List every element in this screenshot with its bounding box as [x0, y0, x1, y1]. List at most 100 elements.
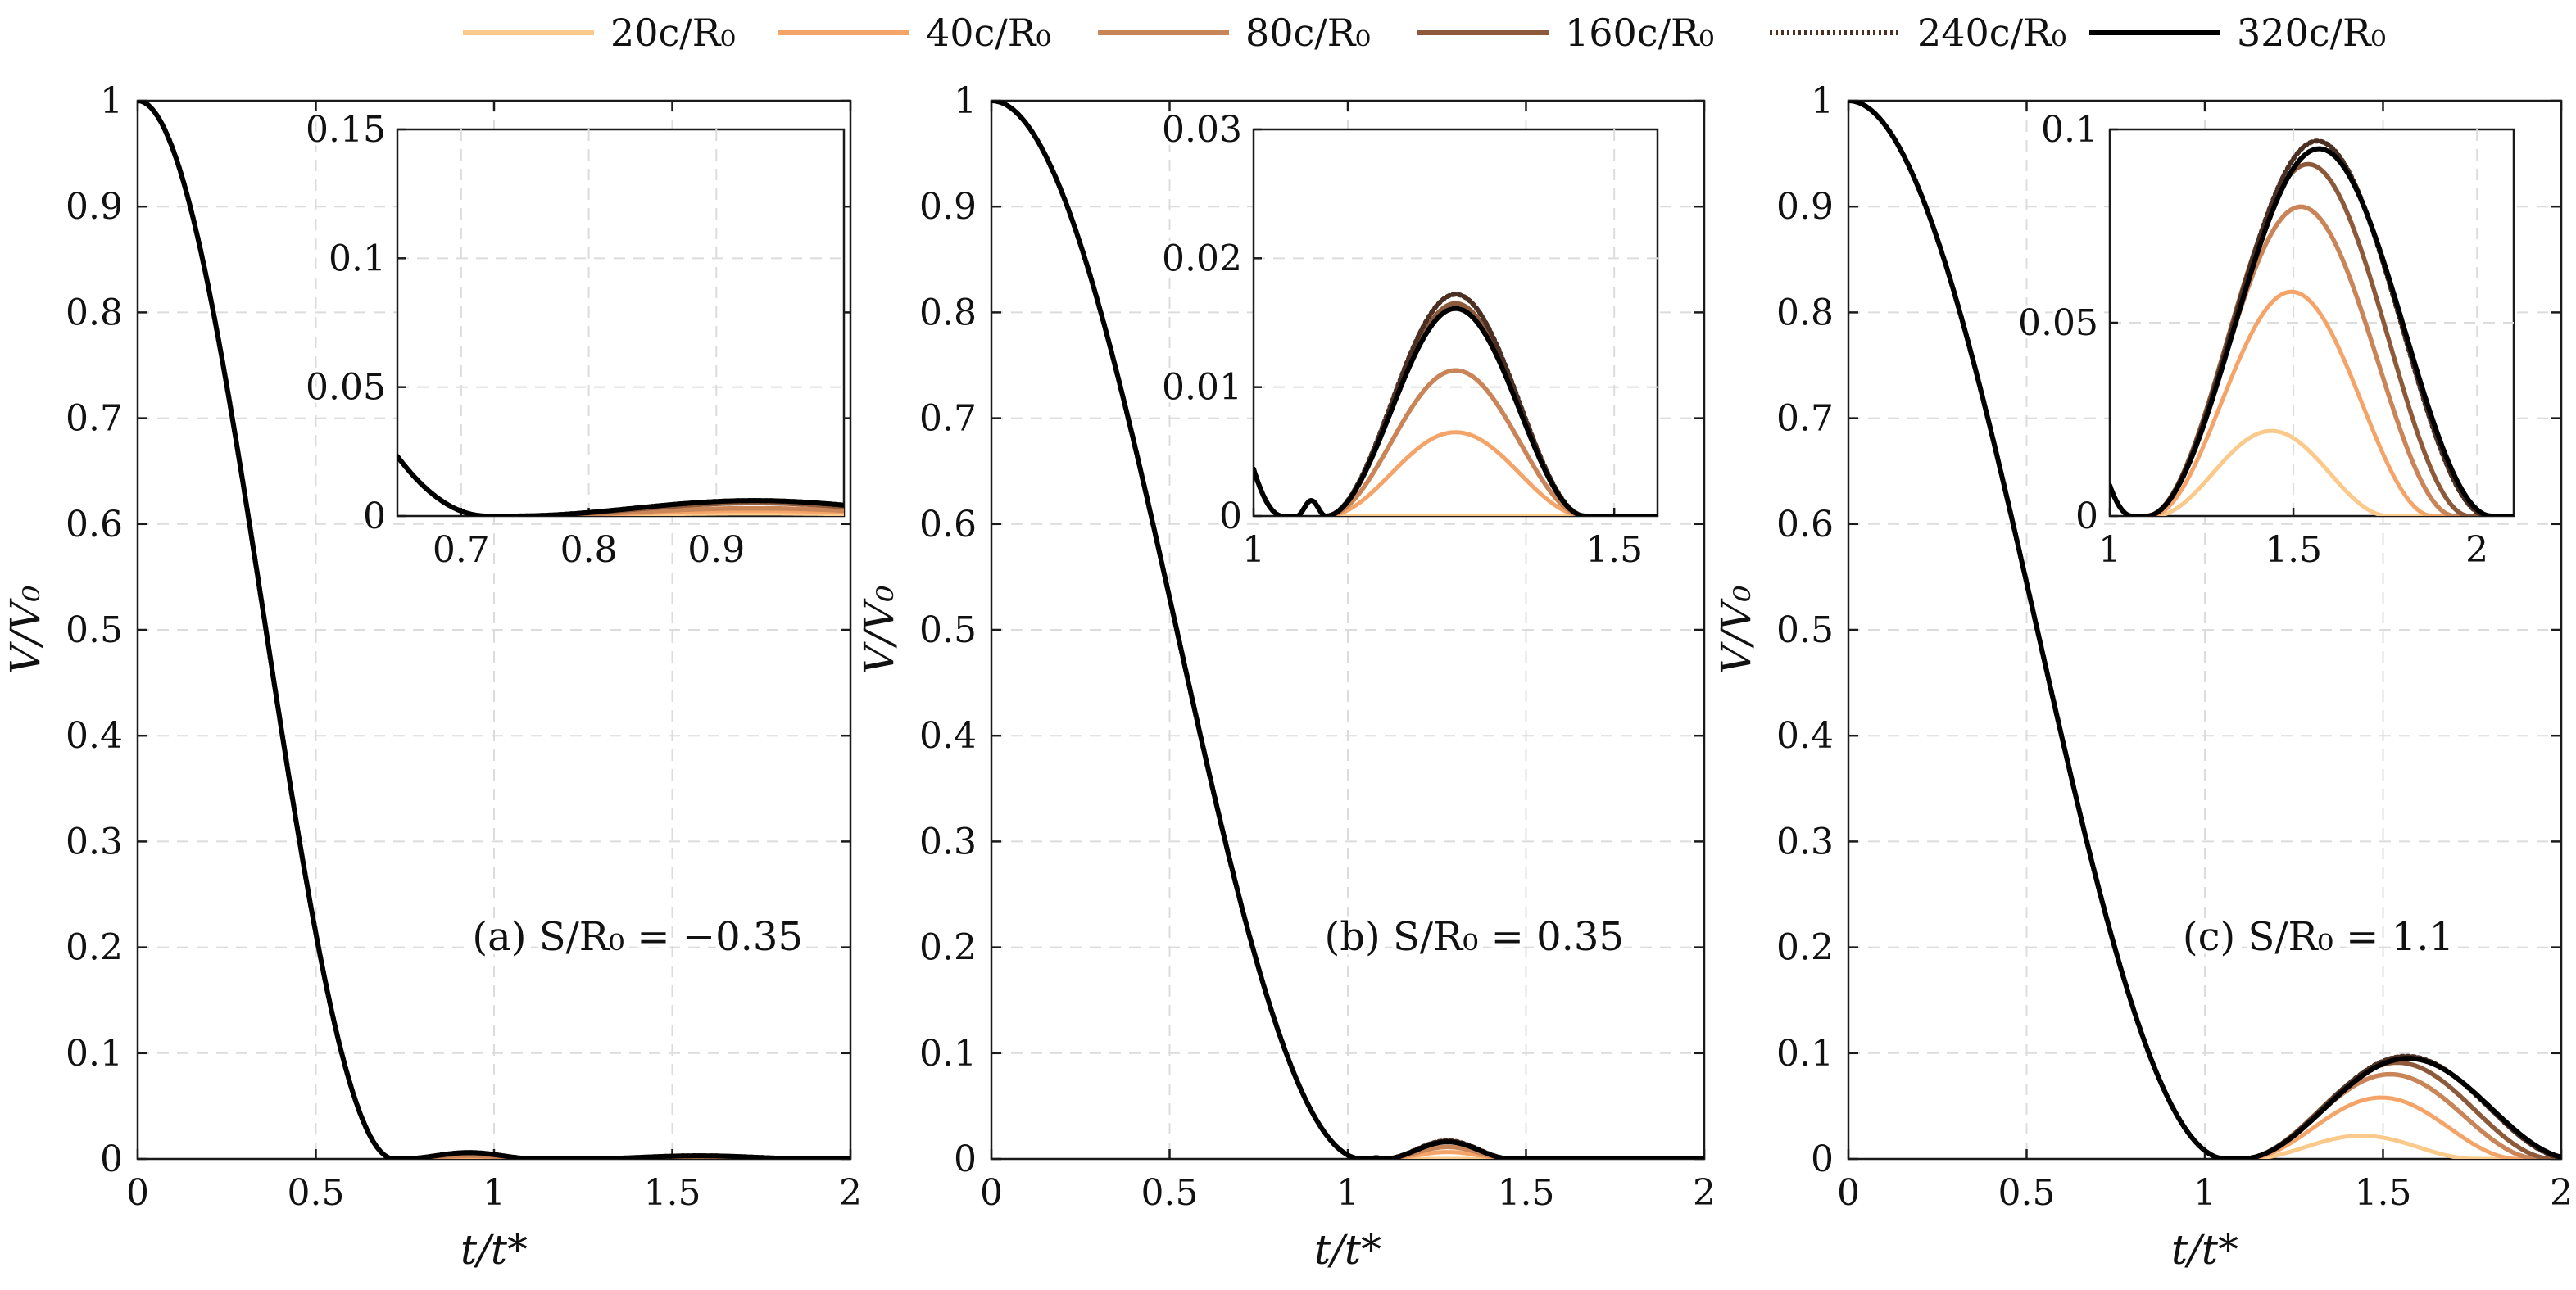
- panel-b: 0 0.5 1 1.5 2 0 0.1 0.2 0.3 0.4 0.5 0.6 0.7 0.8 0.9 1 t/…: [855, 80, 1716, 1274]
- y-tick-label: 0.7: [1776, 398, 1834, 440]
- panel-a-series: [138, 101, 850, 1159]
- inset-y-tick-label: 0: [2075, 496, 2098, 537]
- series-line-5: [991, 101, 1704, 1159]
- panel-a-ticks: 0 0.5 1 1.5 2 0 0.1 0.2 0.3 0.4 0.5 0.6 0.7 0.8 0.9 1: [66, 80, 862, 1214]
- y-tick-label: 0.4: [66, 715, 123, 757]
- inset-y-tick-label: 0: [363, 496, 386, 537]
- panel-a: 0 0.5 1 1.5 2 0 0.1 0.2 0.3 0.4 0.5 0.6 0.7 0.8 0.9 1 t/…: [2, 80, 862, 1274]
- inset-frame: [396, 128, 846, 518]
- inset-x-tick-label: 2: [2465, 529, 2488, 571]
- x-tick-label: 0.5: [1141, 1172, 1199, 1214]
- x-axis-label: t/t*: [2171, 1226, 2238, 1274]
- x-tick-label: 0: [1837, 1172, 1860, 1214]
- inset-series-line-5: [397, 454, 844, 516]
- inset-series-line-5: [2110, 146, 2514, 516]
- inset-series-line-0: [2110, 428, 2514, 516]
- x-tick-label: 1: [1336, 1172, 1359, 1214]
- y-axis-label: V/V₀: [1712, 585, 1760, 674]
- y-tick-label: 0.6: [919, 504, 977, 545]
- y-tick-label: 0.1: [66, 1033, 123, 1075]
- inset-y-tick-label: 0.05: [306, 367, 386, 409]
- y-axis-label: V/V₀: [855, 585, 903, 674]
- inset-y-tick-label: 0: [1219, 496, 1242, 537]
- y-tick-label: 0: [100, 1138, 123, 1180]
- series-line-5: [1848, 101, 2561, 1159]
- x-axis-label: t/t*: [460, 1226, 528, 1274]
- y-tick-label: 0: [954, 1138, 977, 1180]
- legend-label-3: 160c/R₀: [1565, 11, 1714, 55]
- y-tick-label: 0.8: [919, 292, 977, 333]
- y-axis-label: V/V₀: [2, 585, 49, 674]
- y-tick-label: 0.6: [1776, 504, 1834, 545]
- x-tick-label: 1: [483, 1172, 506, 1214]
- x-tick-label: 1.5: [2355, 1172, 2412, 1214]
- legend: 20c/R₀ 40c/R₀ 80c/R₀ 160c/R₀ 240c/R₀ 320c/R₀: [463, 11, 2386, 55]
- legend-label-5: 320c/R₀: [2237, 11, 2386, 55]
- inset-y-tick-label: 0.01: [1162, 367, 1242, 409]
- inset-series-line-5: [1254, 306, 1658, 516]
- inset-x-tick-label: 1: [2098, 529, 2121, 571]
- y-tick-label: 1: [1811, 80, 1834, 122]
- x-tick-label: 0: [980, 1172, 1003, 1214]
- panel-c-ticks: 0 0.5 1 1.5 2 0 0.1 0.2 0.3 0.4 0.5 0.6 0.7 0.8 0.9 1: [1776, 80, 2573, 1214]
- inset-series-line-1: [2110, 289, 2514, 516]
- inset-y-tick-label: 0.03: [1162, 109, 1242, 151]
- y-tick-label: 0.2: [66, 927, 123, 969]
- legend-label-1: 40c/R₀: [926, 11, 1051, 55]
- inset-y-tick-label: 0.05: [2018, 302, 2098, 344]
- panel-annotation: (b) S/R₀ = 0.35: [1325, 914, 1624, 960]
- y-tick-label: 0.6: [66, 504, 123, 545]
- inset-y-tick-label: 0.1: [329, 238, 386, 279]
- y-tick-label: 0.3: [66, 821, 123, 862]
- y-tick-label: 0.5: [1776, 609, 1834, 651]
- panel-b-series: [991, 101, 1704, 1159]
- x-tick-label: 0: [126, 1172, 149, 1214]
- y-tick-label: 0.8: [66, 292, 123, 333]
- x-tick-label: 2: [1693, 1172, 1716, 1214]
- x-tick-label: 0.5: [288, 1172, 345, 1214]
- panel-b-inset: 1 1.5 0 0.01 0.02 0.03: [1159, 106, 1659, 571]
- y-tick-label: 1: [100, 80, 123, 122]
- inset-series: [397, 454, 844, 516]
- panel-c: 0 0.5 1 1.5 2 0 0.1 0.2 0.3 0.4 0.5 0.6 0.7 0.8 0.9 1 t/…: [1712, 80, 2573, 1274]
- y-tick-label: 0.7: [919, 398, 977, 440]
- y-tick-label: 0.1: [919, 1033, 977, 1075]
- inset-series: [1254, 292, 1658, 516]
- inset-x-tick-label: 1.5: [2265, 529, 2322, 571]
- inset-x-tick-label: 0.9: [687, 529, 745, 571]
- y-tick-label: 0.3: [1776, 821, 1834, 862]
- series-line-5: [138, 101, 850, 1159]
- inset-frame: [1252, 128, 1659, 518]
- x-tick-label: 1.5: [644, 1172, 701, 1214]
- y-tick-label: 0.9: [1776, 186, 1834, 228]
- y-tick-label: 0: [1811, 1138, 1834, 1180]
- inset-x-tick-label: 1.5: [1585, 529, 1643, 571]
- panel-annotation: (c) S/R₀ = 1.1: [2183, 914, 2454, 960]
- x-tick-label: 1: [2193, 1172, 2216, 1214]
- x-tick-label: 0.5: [1998, 1172, 2056, 1214]
- y-tick-label: 0.3: [919, 821, 977, 862]
- inset-y-tick-label: 0.02: [1162, 238, 1242, 279]
- inset-y-tick-label: 0.1: [2041, 109, 2098, 151]
- inset-x-tick-label: 1: [1242, 529, 1265, 571]
- inset-x-tick-label: 0.7: [433, 529, 490, 571]
- panel-annotation: (a) S/R₀ = −0.35: [472, 914, 803, 960]
- y-tick-label: 0.8: [1776, 292, 1834, 333]
- y-tick-label: 0.5: [919, 609, 977, 651]
- y-tick-label: 0.9: [919, 186, 977, 228]
- inset-series: [2110, 138, 2514, 516]
- y-tick-label: 0.4: [1776, 715, 1834, 757]
- legend-label-4: 240c/R₀: [1917, 11, 2066, 55]
- y-tick-label: 0.9: [66, 186, 123, 228]
- inset-x-tick-label: 0.8: [560, 529, 618, 571]
- y-tick-label: 0.1: [1776, 1033, 1834, 1075]
- inset-y-tick-label: 0.15: [306, 109, 386, 151]
- y-tick-label: 0.2: [919, 927, 977, 969]
- x-axis-label: t/t*: [1314, 1226, 1381, 1274]
- y-tick-label: 0.2: [1776, 927, 1834, 969]
- panel-b-ticks: 0 0.5 1 1.5 2 0 0.1 0.2 0.3 0.4 0.5 0.6 0.7 0.8 0.9 1: [919, 80, 1716, 1214]
- x-tick-label: 1.5: [1498, 1172, 1555, 1214]
- y-tick-label: 0.4: [919, 715, 977, 757]
- panel-a-inset: 0.7 0.8 0.9 0 0.05 0.1 0.15: [302, 106, 846, 571]
